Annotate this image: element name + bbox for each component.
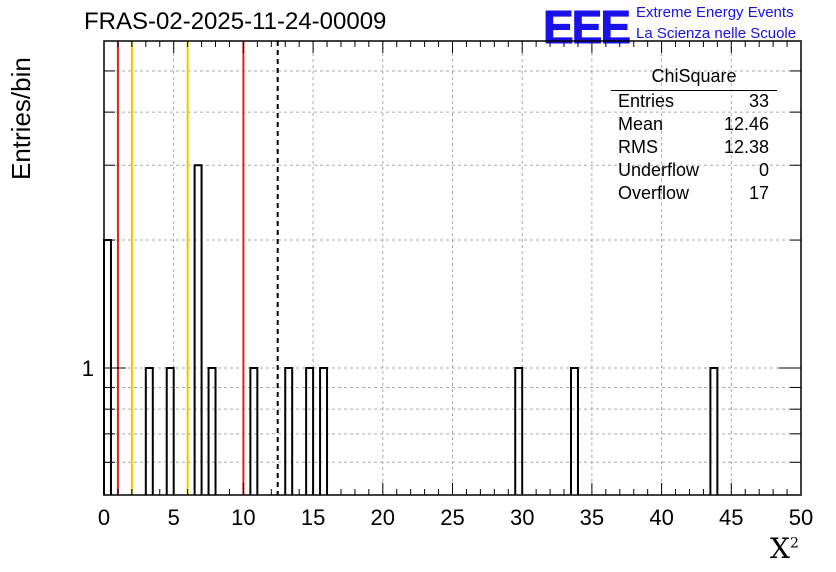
histogram-bin [249, 367, 259, 495]
histogram-bin [165, 367, 175, 495]
histogram-bin [207, 367, 217, 495]
y-tick-label: 1 [82, 356, 94, 381]
stats-row-overflow: Overflow 17 [611, 183, 777, 206]
x-tick-label: 35 [580, 505, 604, 530]
x-tick-label: 10 [231, 505, 255, 530]
stats-label: Underflow [618, 160, 700, 180]
x-tick-label: 20 [371, 505, 395, 530]
x-tick-label: 5 [168, 505, 180, 530]
eee-logo: EEE [542, 1, 631, 54]
histogram-bin [193, 164, 203, 495]
stats-value: 12.46 [723, 114, 769, 134]
histogram-bin [284, 367, 294, 495]
stats-box: ChiSquare Entries 33 Mean 12.46 RMS 12.3… [611, 66, 777, 206]
histogram-bin [144, 367, 154, 495]
stats-value: 33 [748, 91, 769, 111]
stats-title: ChiSquare [611, 66, 777, 91]
logo-line-2: La Scienza nelle Scuole [636, 25, 797, 42]
x-tick-label: 40 [649, 505, 673, 530]
stats-label: Mean [618, 114, 664, 134]
x-tick-label: 15 [301, 505, 325, 530]
logo-line-1: Extreme Energy Events [636, 4, 794, 21]
stats-row-entries: Entries 33 [611, 91, 777, 114]
stats-label: Overflow [618, 183, 690, 203]
histogram-bin [305, 367, 315, 495]
stats-value: 17 [748, 183, 769, 203]
stats-row-underflow: Underflow 0 [611, 160, 777, 183]
x-tick-label: 30 [510, 505, 534, 530]
stats-row-mean: Mean 12.46 [611, 114, 777, 137]
histogram-bin [709, 367, 719, 495]
stats-value: 12.38 [723, 137, 769, 157]
x-tick-label: 50 [789, 505, 813, 530]
stats-row-rms: RMS 12.38 [611, 137, 777, 160]
histogram-bin [514, 367, 524, 495]
stats-label: RMS [618, 137, 658, 157]
chart-title: FRAS-02-2025-11-24-00009 [84, 8, 387, 35]
histogram-bin [319, 367, 329, 495]
stats-label: Entries [618, 91, 675, 111]
x-tick-label: 0 [98, 505, 110, 530]
x-tick-label: 45 [719, 505, 743, 530]
stats-value: 0 [758, 160, 769, 180]
x-tick-label: 25 [440, 505, 464, 530]
x-axis-label: X2 [770, 532, 799, 565]
histogram-bin [569, 367, 579, 495]
